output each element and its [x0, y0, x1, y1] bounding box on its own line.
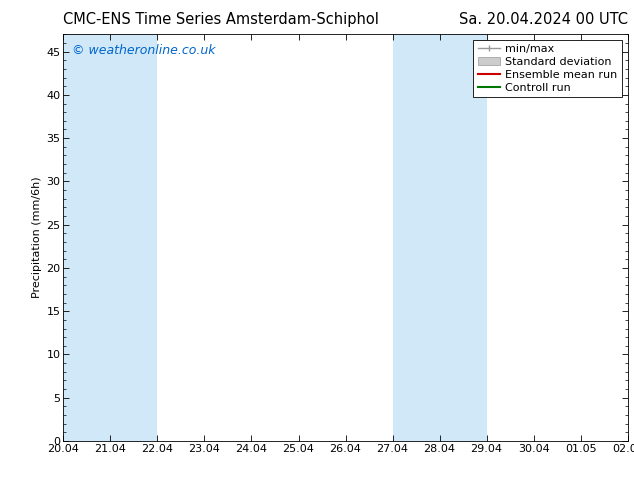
Text: © weatheronline.co.uk: © weatheronline.co.uk: [72, 45, 216, 57]
Bar: [63, 34, 157, 441]
Text: CMC-ENS Time Series Amsterdam-Schiphol: CMC-ENS Time Series Amsterdam-Schiphol: [63, 12, 379, 27]
Y-axis label: Precipitation (mm/6h): Precipitation (mm/6h): [32, 177, 42, 298]
Text: Sa. 20.04.2024 00 UTC: Sa. 20.04.2024 00 UTC: [458, 12, 628, 27]
Legend: min/max, Standard deviation, Ensemble mean run, Controll run: min/max, Standard deviation, Ensemble me…: [473, 40, 622, 97]
Bar: [392, 34, 486, 441]
